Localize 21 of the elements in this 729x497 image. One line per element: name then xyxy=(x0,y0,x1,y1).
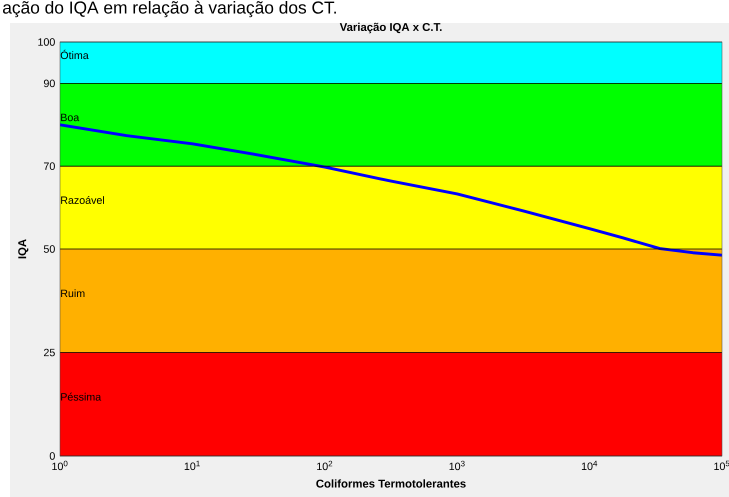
y-tick-label: 100 xyxy=(38,38,55,46)
text: ação do IQA em relação à variação dos CT. xyxy=(3,0,336,18)
y-tick-label: 0 xyxy=(50,452,55,460)
band-label: Boa xyxy=(61,114,80,122)
band-label: Razoável xyxy=(61,196,104,204)
x-tick-label: 10$^{5}$ xyxy=(714,460,729,470)
x-tick-label: 10$^{3}$ xyxy=(450,460,465,470)
y-tick-label: 70 xyxy=(44,162,55,170)
band-label: Ótima xyxy=(60,50,89,60)
band-label: Ruim xyxy=(61,289,84,298)
x-axis-title: Coliformes Termotolerantes xyxy=(316,479,466,488)
y-tick-label: 50 xyxy=(44,245,55,253)
y-tick-label: 90 xyxy=(44,80,55,88)
y-tick-label: 25 xyxy=(44,348,55,356)
x-tick-label: 10$^{0}$ xyxy=(52,460,68,470)
chart-title: Variação IQA x C.T. xyxy=(340,22,442,34)
band-label: Péssima xyxy=(61,392,102,401)
x-tick-label: 10$^{1}$ xyxy=(184,460,200,470)
x-tick-label: 10$^{4}$ xyxy=(582,460,598,470)
x-tick-label: 10$^{2}$ xyxy=(317,460,332,470)
y-axis-title: IQA xyxy=(18,239,28,258)
